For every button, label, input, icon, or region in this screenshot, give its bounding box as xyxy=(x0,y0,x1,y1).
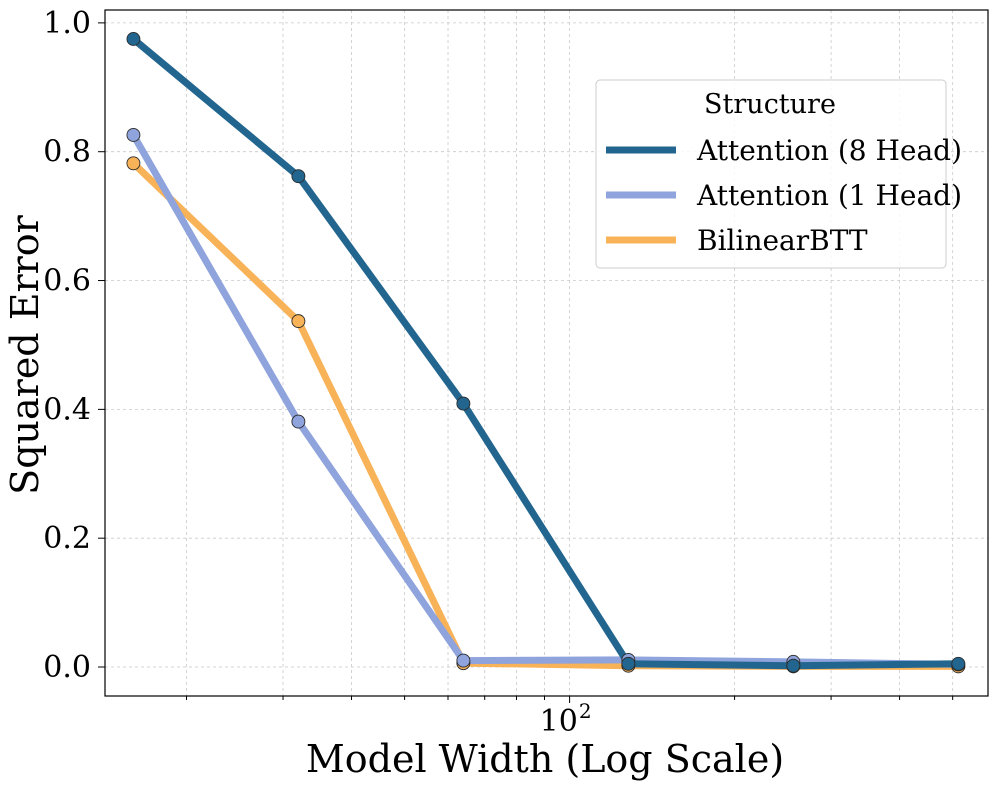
legend-marker xyxy=(636,191,643,199)
data-point xyxy=(291,169,306,184)
x-axis-label: Model Width (Log Scale) xyxy=(306,737,784,781)
data-point xyxy=(126,32,141,46)
data-point xyxy=(786,658,801,673)
legend-marker xyxy=(636,146,643,154)
legend-label: Attention (1 Head) xyxy=(696,179,962,212)
legend-box xyxy=(595,79,947,269)
series-layer xyxy=(126,32,966,674)
legend-marker xyxy=(636,236,643,244)
data-point xyxy=(126,156,141,171)
y-tick-label: 1.0 xyxy=(43,6,91,41)
plot-frame xyxy=(104,9,989,697)
y-tick-label: 0.6 xyxy=(43,264,91,299)
data-point xyxy=(456,653,471,668)
data-point xyxy=(291,414,306,429)
y-tick-label: 0.8 xyxy=(43,135,91,170)
y-tick-label: 0.2 xyxy=(43,521,91,556)
data-point xyxy=(621,656,636,671)
data-point xyxy=(291,314,306,329)
legend-label: BilinearBTT xyxy=(697,224,868,257)
x-tick-label-exponent: 2 xyxy=(579,699,592,723)
legend: Structure Attention (8 Head) Attention (1… xyxy=(595,79,962,269)
x-tick-label: 102 xyxy=(540,699,592,739)
series-line-1 xyxy=(129,35,962,670)
data-point xyxy=(951,656,966,671)
grid-lines xyxy=(105,10,988,696)
y-tick-label: 0.0 xyxy=(43,650,91,685)
data-point xyxy=(126,128,141,142)
data-point xyxy=(456,396,471,411)
legend-label: Attention (8 Head) xyxy=(696,134,962,167)
axes: 0.0 0.2 0.4 0.6 0.8 1.0 102 xyxy=(43,6,954,739)
y-axis-label: Squared Error xyxy=(3,214,47,494)
legend-title: Structure xyxy=(704,89,836,120)
y-tick-label: 0.4 xyxy=(43,392,91,427)
